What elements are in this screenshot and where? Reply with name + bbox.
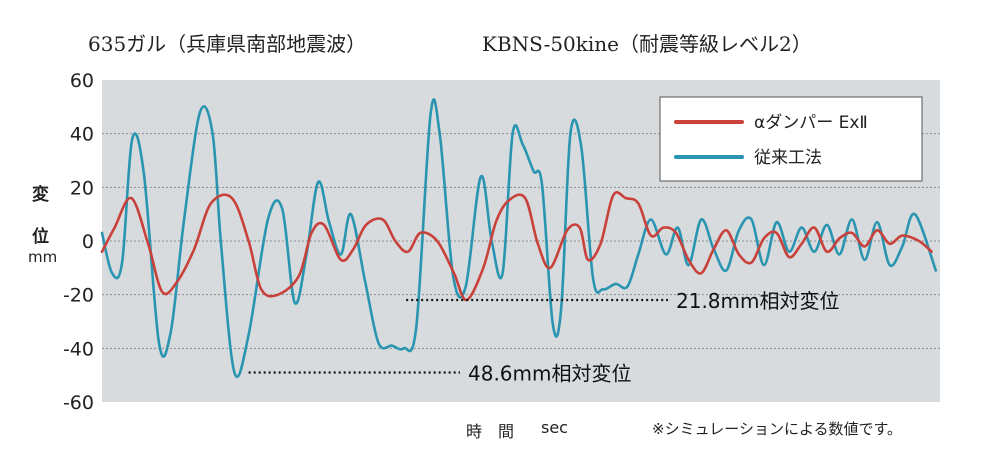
legend-box <box>659 96 923 182</box>
legend-label-conventional: 従来工法 <box>754 148 822 168</box>
y-axis-unit: mm <box>28 248 58 266</box>
y-tick-label: 40 <box>70 124 94 146</box>
x-axis-label: 時 間 <box>466 422 515 441</box>
y-tick-label: -60 <box>63 392 94 414</box>
y-tick-label: 0 <box>82 231 94 253</box>
legend-label-alpha-damper: αダンパー ExⅡ <box>754 113 868 133</box>
simulation-note: ※シミュレーションによる数値です。 <box>652 420 903 438</box>
y-axis-label-char1: 変 <box>32 185 49 205</box>
y-axis-label-char2: 位 <box>32 227 49 247</box>
annotation-48-6mm-label: 48.6mm相対変位 <box>468 361 632 385</box>
series-line-alpha-damper <box>100 191 933 302</box>
y-tick-label: 20 <box>70 177 94 199</box>
chart-title-right: KBNS-50kine（耐震等級レベル2） <box>482 32 812 56</box>
y-tick-label: 60 <box>70 70 94 92</box>
x-axis-unit: sec <box>541 418 568 437</box>
annotation-21-8mm-label: 21.8mm相対変位 <box>676 289 840 313</box>
y-tick-label: -20 <box>63 285 94 307</box>
series-line-conventional <box>100 98 938 379</box>
chart-title-left: 635ガル（兵庫県南部地震波） <box>88 32 367 56</box>
y-tick-label: -40 <box>63 338 94 360</box>
